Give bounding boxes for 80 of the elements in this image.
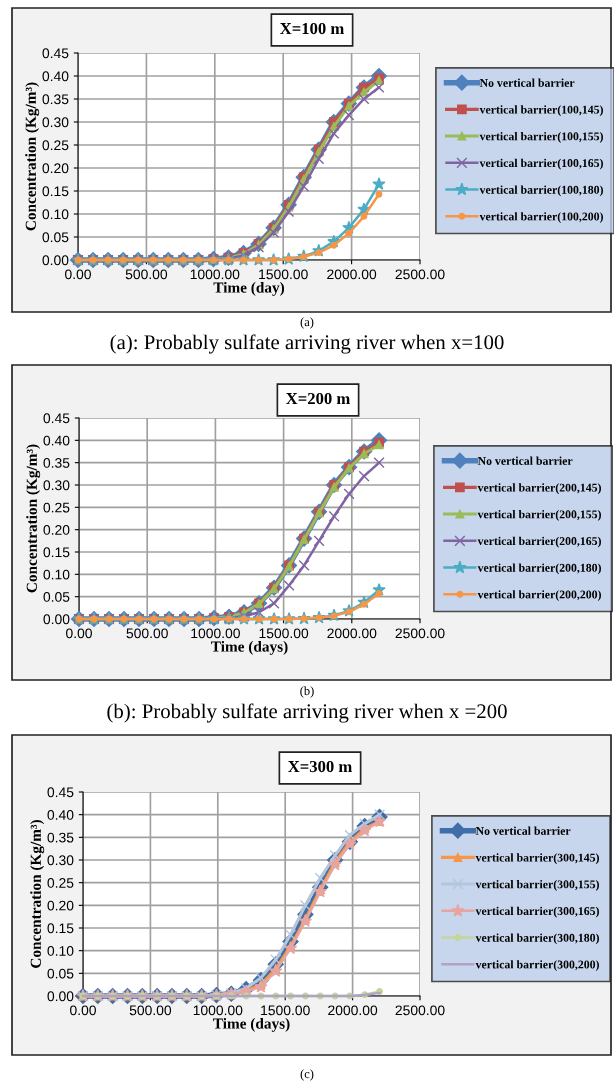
x-tick-label: 500.00 — [129, 1005, 172, 1016]
y-tick-label: 0.25 — [47, 878, 74, 888]
legend-label: No vertical barrier — [479, 78, 575, 87]
y-tick-label: 0.30 — [42, 117, 69, 128]
y-tick-label: 0.00 — [43, 614, 70, 625]
y-tick-label: 0.40 — [47, 810, 74, 820]
legend-label: No vertical barrier — [475, 826, 571, 835]
legend-label: vertical barrier(200,180) — [477, 563, 601, 575]
legend-label: vertical barrier(200,145) — [477, 483, 601, 495]
legend-label: vertical barrier(100,145) — [479, 105, 603, 117]
y-tick-label: 0.15 — [43, 547, 70, 558]
y-tick-label: 0.00 — [42, 255, 69, 266]
legend-label: vertical barrier(300,180) — [475, 933, 599, 945]
y-tick-label: 0.20 — [47, 900, 74, 911]
y-tick-label: 0.00 — [47, 991, 74, 1002]
y-tick-label: 0.45 — [43, 413, 70, 424]
y-tick-label: 0.25 — [43, 502, 70, 513]
x-tick-label: 1500.00 — [261, 1005, 310, 1016]
y-tick-label: 0.35 — [42, 94, 69, 105]
y-axis-title: Concentration (Kg/m³) — [25, 82, 40, 231]
y-tick-label: 0.40 — [42, 71, 69, 82]
y-tick-label: 0.10 — [47, 946, 74, 956]
x-tick-label: 2000.00 — [327, 269, 377, 280]
y-tick-label: 0.30 — [43, 480, 70, 491]
y-tick-label: 0.05 — [43, 592, 70, 602]
legend-label: vertical barrier(100,180) — [479, 185, 603, 197]
legend-label: vertical barrier(100,155) — [479, 132, 603, 143]
legend-label: vertical barrier(300,145) — [475, 853, 599, 865]
x-tick-label: 2500.00 — [395, 1005, 445, 1016]
y-tick-label: 0.35 — [43, 458, 70, 468]
y-tick-label: 0.45 — [42, 48, 69, 59]
y-tick-label: 0.20 — [42, 163, 69, 174]
x-tick-label: 1000.00 — [190, 269, 240, 280]
legend-label: vertical barrier(300,165) — [475, 906, 599, 918]
text: (c) — [300, 1069, 314, 1081]
x-tick-label: 0.00 — [66, 628, 92, 639]
x-tick-label: 2000.00 — [327, 628, 377, 639]
text: (b) — [300, 686, 314, 698]
text: (a) — [300, 317, 314, 329]
x-tick-label: 2500.00 — [395, 628, 445, 639]
x-tick-label: 2500.00 — [395, 269, 445, 280]
x-tick-label: 1500.00 — [259, 269, 308, 280]
y-tick-label: 0.05 — [47, 968, 74, 979]
text: (a): Probably sulfate arriving river when x=100 — [110, 334, 504, 354]
chart-title: X=200 m — [286, 392, 351, 405]
x-tick-label: 500.00 — [125, 269, 168, 280]
legend-label: vertical barrier(200,165) — [477, 536, 601, 548]
y-tick-label: 0.35 — [47, 832, 74, 843]
x-tick-label: 0.00 — [70, 1005, 96, 1016]
legend-label: vertical barrier(200,200) — [477, 590, 601, 601]
y-axis-title: Concentration (Kg/m³) — [30, 820, 45, 968]
x-tick-label: 500.00 — [126, 628, 168, 639]
x-tick-label: 1000.00 — [193, 1005, 243, 1016]
y-axis-title: Concentration (Kg/m³) — [26, 444, 41, 593]
y-tick-label: 0.15 — [47, 923, 74, 934]
text: (b): Probably sulfate arriving river when x =200 — [107, 703, 507, 723]
x-axis-title: Time (day) — [213, 281, 285, 296]
y-tick-label: 0.30 — [47, 855, 74, 866]
x-tick-label: 1000.00 — [191, 628, 240, 639]
legend-label: vertical barrier(300,200) — [475, 960, 599, 971]
y-tick-label: 0.15 — [42, 186, 69, 197]
legend-label: vertical barrier(300,155) — [475, 880, 599, 891]
x-tick-label: 1500.00 — [259, 628, 309, 639]
y-tick-label: 0.45 — [47, 787, 74, 798]
y-tick-label: 0.10 — [42, 209, 69, 220]
legend-label: No vertical barrier — [477, 456, 573, 465]
chart-title: X=300 m — [288, 760, 353, 773]
x-axis-title: Time (days) — [213, 1017, 290, 1032]
legend-label: vertical barrier(100,165) — [479, 158, 603, 170]
legend-label: vertical barrier(200,155) — [477, 510, 601, 521]
y-tick-label: 0.40 — [43, 435, 70, 446]
y-tick-label: 0.05 — [42, 232, 69, 243]
x-tick-label: 0.00 — [65, 269, 91, 280]
legend-label: vertical barrier(100,200) — [479, 212, 603, 223]
x-tick-label: 2000.00 — [328, 1005, 378, 1016]
y-tick-label: 0.10 — [43, 569, 70, 580]
chart-title: X=100 m — [280, 22, 345, 35]
y-tick-label: 0.20 — [43, 525, 70, 535]
x-axis-title: Time (days) — [211, 640, 288, 655]
y-tick-label: 0.25 — [42, 140, 69, 151]
